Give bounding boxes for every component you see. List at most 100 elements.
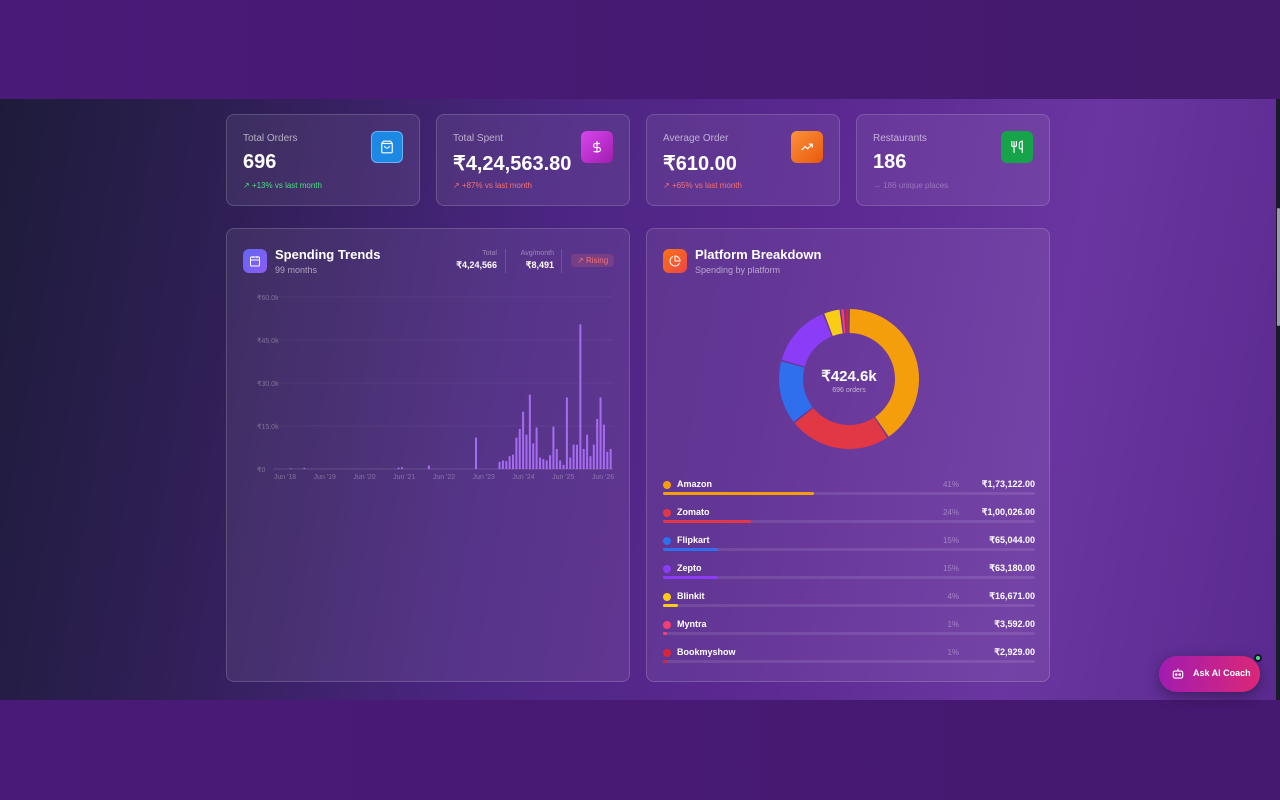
legend-bar-track: [663, 632, 1035, 635]
bar[interactable]: [535, 427, 538, 469]
x-tick-label: Jun '25: [552, 474, 574, 481]
scrollbar-thumb[interactable]: [1277, 208, 1280, 326]
legend-row[interactable]: Zomato 24% ₹1,00,026.00: [663, 506, 1035, 528]
legend-percent: 1%: [947, 620, 959, 629]
legend-amount: ₹1,00,026.00: [981, 507, 1035, 517]
dollar-icon: [581, 131, 613, 163]
bar[interactable]: [552, 426, 555, 469]
total-stat: Total ₹4,24,566: [451, 250, 497, 271]
bar[interactable]: [575, 444, 578, 469]
legend-amount: ₹65,044.00: [989, 535, 1035, 545]
donut-slice[interactable]: [849, 309, 919, 437]
bar[interactable]: [582, 448, 585, 469]
stat-value: 186: [873, 151, 907, 173]
bar[interactable]: [545, 460, 548, 469]
legend-percent: 4%: [947, 592, 959, 601]
bar[interactable]: [518, 428, 521, 469]
legend-row[interactable]: Blinkit 4% ₹16,671.00: [663, 590, 1035, 612]
x-tick-label: Jun '20: [353, 474, 375, 481]
online-indicator: [1254, 654, 1262, 662]
x-tick-label: Jun '22: [433, 474, 455, 481]
bar[interactable]: [586, 434, 589, 469]
stat-trend-text: 186 unique places: [883, 181, 949, 190]
bar[interactable]: [555, 448, 558, 469]
panel-subtitle: 99 months: [275, 265, 318, 275]
legend-row[interactable]: Myntra 1% ₹3,592.00: [663, 618, 1035, 640]
bar[interactable]: [589, 456, 592, 469]
avg-label: Avg/month: [520, 250, 554, 257]
bar[interactable]: [532, 443, 535, 469]
donut-slice[interactable]: [781, 314, 832, 367]
avg-value: ₹8,491: [525, 260, 554, 270]
legend-bar-fill: [663, 576, 719, 579]
donut-slice[interactable]: [845, 309, 849, 334]
bar[interactable]: [303, 467, 306, 469]
bar[interactable]: [592, 444, 595, 469]
bar[interactable]: [501, 460, 504, 469]
legend-name: Amazon: [677, 479, 713, 489]
legend-percent: 15%: [942, 564, 959, 573]
bar[interactable]: [512, 454, 515, 469]
platform-donut-chart: [779, 309, 919, 449]
stat-trend-text: +65% vs last month: [671, 181, 742, 190]
bar[interactable]: [508, 456, 511, 469]
bar[interactable]: [606, 451, 609, 469]
bar[interactable]: [579, 324, 582, 469]
robot-icon: [1172, 668, 1184, 679]
bar[interactable]: [572, 444, 575, 469]
bar[interactable]: [397, 467, 400, 469]
legend-name: Myntra: [677, 619, 707, 629]
bar[interactable]: [528, 394, 531, 469]
bar[interactable]: [549, 455, 552, 469]
bar[interactable]: [562, 464, 565, 469]
total-label: Total: [482, 250, 497, 257]
donut-slice[interactable]: [841, 309, 846, 334]
stat-trend-text: +13% vs last month: [251, 181, 322, 190]
bar[interactable]: [609, 448, 612, 469]
donut-center-subtitle: 696 orders: [832, 387, 866, 394]
bar[interactable]: [505, 460, 508, 469]
stat-card-restaurants: Restaurants 186 → 186 unique places: [856, 114, 1050, 206]
ask-ai-coach-button[interactable]: Ask AI Coach: [1159, 654, 1262, 692]
legend-row[interactable]: Amazon 41% ₹1,73,122.00: [663, 478, 1035, 500]
bar[interactable]: [602, 424, 605, 469]
bar[interactable]: [400, 467, 403, 469]
legend-bar-fill: [663, 604, 678, 607]
bar[interactable]: [289, 468, 292, 469]
legend-name: Zomato: [677, 507, 710, 517]
legend-row[interactable]: Flipkart 15% ₹65,044.00: [663, 534, 1035, 556]
scrollbar-track[interactable]: [1276, 99, 1280, 700]
bar[interactable]: [427, 465, 430, 469]
rising-badge-text: Rising: [585, 256, 609, 265]
bar[interactable]: [565, 397, 568, 469]
bar[interactable]: [525, 434, 528, 469]
x-tick-label: Jun '19: [314, 474, 336, 481]
bar[interactable]: [515, 437, 518, 469]
bar[interactable]: [542, 458, 545, 469]
donut-slice[interactable]: [794, 407, 888, 449]
bar[interactable]: [498, 461, 501, 469]
legend-color-dot: [663, 565, 671, 573]
legend-row[interactable]: Zepto 15% ₹63,180.00: [663, 562, 1035, 584]
legend-color-dot: [663, 593, 671, 601]
legend-name: Bookmyshow: [677, 647, 736, 657]
donut-slice[interactable]: [824, 309, 843, 336]
stat-card-average-order: Average Order ₹610.00 ↗ +65% vs last mon…: [646, 114, 840, 206]
bar[interactable]: [538, 457, 541, 469]
legend-bar-fill: [663, 548, 719, 551]
legend-bar-fill: [663, 660, 667, 663]
legend-row[interactable]: Bookmyshow 1% ₹2,929.00: [663, 646, 1035, 668]
bar[interactable]: [522, 411, 525, 469]
calendar-icon: [243, 249, 267, 273]
donut-slice[interactable]: [779, 361, 813, 422]
legend-bar-track: [663, 520, 1035, 523]
legend-bar-track: [663, 548, 1035, 551]
bar[interactable]: [559, 460, 562, 469]
bar[interactable]: [599, 397, 602, 469]
bar[interactable]: [569, 457, 572, 469]
stat-value: ₹610.00: [663, 153, 737, 175]
browser-bottom-area: [0, 700, 1280, 800]
stat-label: Restaurants: [873, 133, 927, 144]
bar[interactable]: [474, 437, 477, 469]
bar[interactable]: [596, 418, 599, 469]
